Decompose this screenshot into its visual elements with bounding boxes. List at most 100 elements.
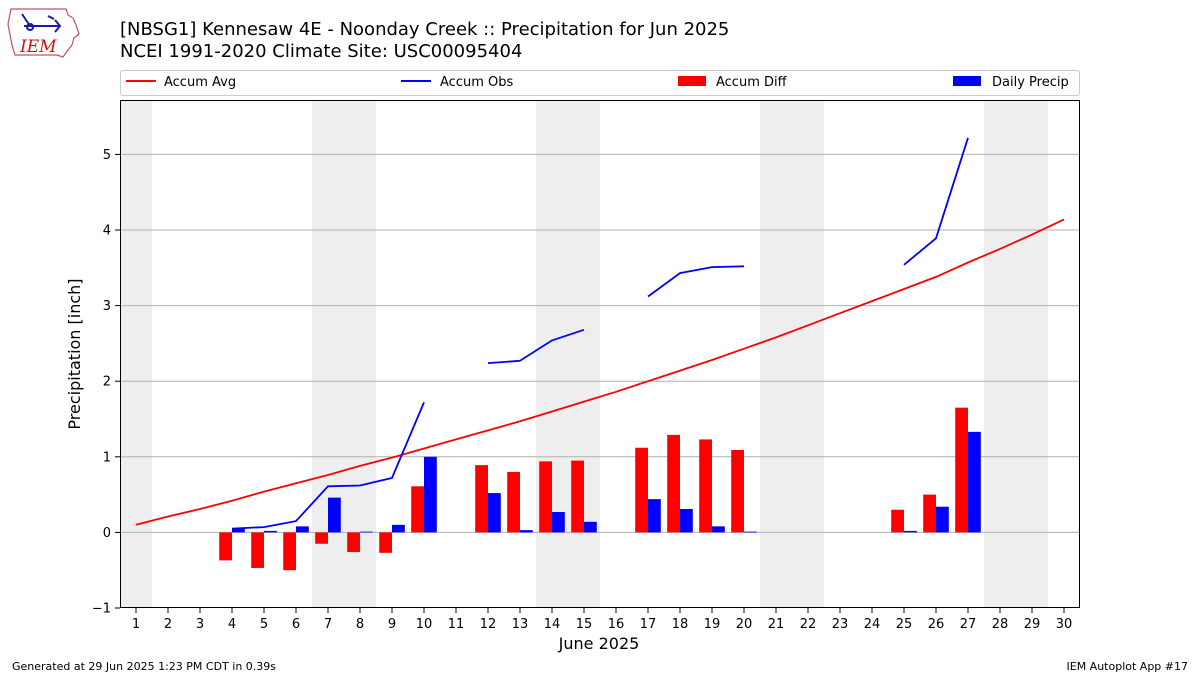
x-tick-label: 1 xyxy=(132,617,140,632)
x-tick-label: 6 xyxy=(292,617,300,632)
bar-daily-precip xyxy=(520,530,533,533)
bar-daily-precip xyxy=(328,497,341,533)
bar-accum-diff xyxy=(315,532,328,544)
x-tick-label: 25 xyxy=(896,617,913,632)
y-tick-label: −1 xyxy=(92,602,111,617)
bar-accum-diff xyxy=(283,532,296,571)
weekend-band xyxy=(312,100,376,608)
bar-daily-precip xyxy=(712,526,725,533)
x-tick-label: 12 xyxy=(480,617,497,632)
y-tick-label: 3 xyxy=(103,299,111,314)
x-tick-label: 27 xyxy=(960,617,977,632)
x-tick-label: 8 xyxy=(356,617,364,632)
bar-daily-precip xyxy=(680,508,693,533)
weekend-band xyxy=(984,100,1048,608)
bar-accum-diff xyxy=(539,461,552,533)
bar-accum-diff xyxy=(667,434,680,533)
x-tick-label: 23 xyxy=(832,617,849,632)
x-tick-label: 14 xyxy=(544,617,561,632)
legend-swatch-accum-diff xyxy=(678,76,706,86)
x-tick-label: 13 xyxy=(512,617,529,632)
line-accum-obs xyxy=(903,137,969,266)
x-tick-label: 18 xyxy=(672,617,689,632)
y-tick-label: 0 xyxy=(103,526,111,541)
bar-daily-precip xyxy=(648,499,661,533)
y-tick-label: 1 xyxy=(103,450,111,465)
bar-accum-diff xyxy=(955,407,968,533)
legend-label-accum-diff: Accum Diff xyxy=(716,75,788,90)
x-tick-label: 5 xyxy=(260,617,268,632)
x-tick-label: 17 xyxy=(640,617,657,632)
x-tick-label: 10 xyxy=(416,617,433,632)
line-accum-obs xyxy=(647,265,745,298)
bar-daily-precip xyxy=(744,531,757,533)
bar-accum-diff xyxy=(635,447,648,533)
generated-timestamp: Generated at 29 Jun 2025 1:23 PM CDT in … xyxy=(12,660,276,673)
bar-accum-diff xyxy=(379,532,392,553)
bar-daily-precip xyxy=(296,526,309,533)
x-tick-label: 29 xyxy=(1024,617,1041,632)
bar-daily-precip xyxy=(360,531,373,533)
chart-title: [NBSG1] Kennesaw 4E - Noonday Creek :: P… xyxy=(120,19,729,40)
bar-accum-diff xyxy=(923,494,936,533)
line-accum-avg xyxy=(135,218,1065,526)
x-tick-label: 9 xyxy=(388,617,396,632)
bar-accum-diff xyxy=(731,450,744,533)
x-tick-label: 15 xyxy=(576,617,593,632)
x-tick-label: 2 xyxy=(164,617,172,632)
bar-daily-precip xyxy=(392,524,405,533)
legend-label-accum-obs: Accum Obs xyxy=(440,75,513,90)
weekend-band xyxy=(120,100,152,608)
bar-accum-diff xyxy=(891,509,904,533)
bar-accum-diff xyxy=(699,439,712,533)
y-axis-ticks: −1 0 1 2 3 4 5 xyxy=(92,148,120,617)
bar-daily-precip xyxy=(232,528,245,533)
bar-accum-diff xyxy=(251,532,264,568)
x-tick-label: 16 xyxy=(608,617,625,632)
bar-daily-precip xyxy=(968,431,981,533)
logo-text: IEM xyxy=(19,37,57,57)
app-credit: IEM Autoplot App #17 xyxy=(1067,660,1189,673)
x-tick-label: 28 xyxy=(992,617,1009,632)
weekend-bands xyxy=(120,100,1048,608)
bar-daily-precip xyxy=(904,530,917,533)
y-tick-label: 4 xyxy=(103,224,111,239)
bar-accum-diff xyxy=(219,532,232,561)
y-axis-label: Precipitation [inch] xyxy=(65,278,84,429)
iem-logo: IEM xyxy=(7,8,80,58)
bar-daily-precip xyxy=(264,530,277,533)
x-tick-label: 4 xyxy=(228,617,236,632)
bar-accum-diff xyxy=(475,465,488,533)
plot-frame xyxy=(120,100,1080,608)
legend-swatch-daily-precip xyxy=(953,76,981,86)
legend-label-accum-avg: Accum Avg xyxy=(164,75,236,90)
bar-daily-precip xyxy=(424,456,437,533)
x-tick-label: 21 xyxy=(768,617,785,632)
bar-daily-precip xyxy=(936,506,949,533)
x-tick-label: 24 xyxy=(864,617,881,632)
x-tick-label: 26 xyxy=(928,617,945,632)
x-axis-label: June 2025 xyxy=(558,634,640,653)
x-axis-ticks: 1 2 3 4 5 6 7 8 9 10 11 12 13 14 15 16 17 18 19 20 21 22 23 24 2… xyxy=(132,608,1072,632)
line-accum-obs xyxy=(487,328,585,364)
line-series xyxy=(135,137,1065,530)
x-tick-label: 20 xyxy=(736,617,753,632)
bar-accum-diff xyxy=(507,471,520,533)
gridlines xyxy=(120,153,1080,533)
line-accum-obs xyxy=(231,402,425,530)
y-tick-label: 2 xyxy=(103,375,111,390)
x-tick-label: 3 xyxy=(196,617,204,632)
legend-frame xyxy=(120,70,1080,96)
x-tick-label: 7 xyxy=(324,617,332,632)
legend-label-daily-precip: Daily Precip xyxy=(992,75,1069,90)
weekend-band xyxy=(760,100,824,608)
x-tick-label: 11 xyxy=(448,617,465,632)
x-tick-label: 22 xyxy=(800,617,817,632)
bar-series xyxy=(219,407,981,571)
bar-daily-precip xyxy=(552,511,565,533)
bar-daily-precip xyxy=(584,521,597,533)
x-tick-label: 19 xyxy=(704,617,721,632)
chart-subtitle: NCEI 1991-2020 Climate Site: USC00095404 xyxy=(120,41,522,62)
x-tick-label: 30 xyxy=(1056,617,1073,632)
